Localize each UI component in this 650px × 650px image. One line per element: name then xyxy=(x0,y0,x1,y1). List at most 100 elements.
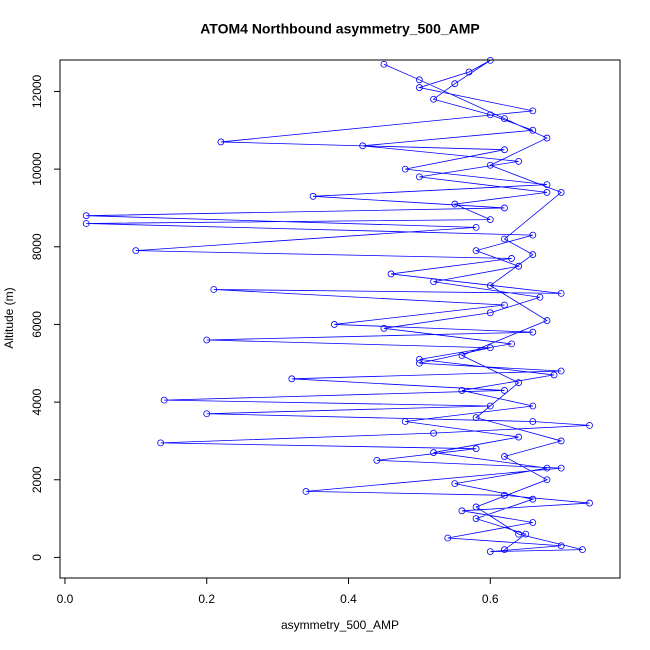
point xyxy=(529,402,537,410)
y-axis-label: Altitude (m) xyxy=(2,287,16,348)
point xyxy=(160,396,168,404)
y-tick-label: 12000 xyxy=(30,74,44,108)
point xyxy=(472,503,480,511)
point xyxy=(82,220,90,227)
point xyxy=(557,367,565,375)
point xyxy=(430,429,437,437)
point xyxy=(330,321,338,328)
point xyxy=(536,293,544,301)
point xyxy=(529,231,537,239)
point xyxy=(543,317,551,324)
point xyxy=(486,402,494,410)
point xyxy=(543,464,551,472)
x-tick-label: 0.0 xyxy=(57,592,74,606)
point xyxy=(501,146,508,154)
point xyxy=(557,437,565,445)
point xyxy=(529,126,537,134)
point xyxy=(501,301,508,309)
point xyxy=(415,359,423,367)
point xyxy=(543,476,551,484)
point xyxy=(486,56,494,64)
point xyxy=(501,115,508,123)
point xyxy=(472,223,480,231)
point xyxy=(501,546,508,554)
point xyxy=(579,546,586,554)
point xyxy=(203,410,211,418)
point xyxy=(508,340,515,348)
point xyxy=(415,355,423,363)
point xyxy=(501,491,508,499)
point xyxy=(529,418,537,425)
point xyxy=(515,433,523,441)
point xyxy=(515,530,523,538)
point xyxy=(557,464,565,472)
point xyxy=(415,173,423,181)
point xyxy=(501,453,508,460)
point xyxy=(486,111,494,119)
point xyxy=(486,161,494,169)
point xyxy=(430,449,437,456)
point xyxy=(543,189,551,196)
point xyxy=(157,439,165,447)
point xyxy=(203,336,211,344)
y-tick-label: 10000 xyxy=(30,152,44,186)
point xyxy=(501,235,508,243)
y-tick-label: 6000 xyxy=(30,311,44,338)
point xyxy=(486,216,494,223)
point xyxy=(472,515,480,522)
point xyxy=(309,192,317,200)
point xyxy=(210,286,218,293)
point xyxy=(387,270,395,278)
y-tick-label: 2000 xyxy=(30,466,44,493)
point xyxy=(458,352,466,359)
point xyxy=(380,60,388,68)
point xyxy=(486,548,494,555)
point xyxy=(472,414,480,422)
y-tick-label: 0 xyxy=(30,554,44,561)
point xyxy=(472,445,480,453)
point xyxy=(359,142,367,150)
point xyxy=(302,488,310,495)
point xyxy=(451,200,459,208)
point xyxy=(515,157,523,165)
point xyxy=(458,507,466,515)
x-tick-label: 0.2 xyxy=(198,592,215,606)
point xyxy=(515,379,523,387)
point xyxy=(543,181,551,189)
point xyxy=(486,309,494,317)
point xyxy=(451,80,459,88)
point xyxy=(543,134,551,142)
point xyxy=(132,247,140,255)
point xyxy=(486,282,494,290)
point xyxy=(444,534,452,542)
point xyxy=(217,138,225,146)
plot-box xyxy=(59,59,621,579)
point xyxy=(508,255,515,262)
point xyxy=(501,204,508,212)
point xyxy=(550,371,558,379)
point xyxy=(557,189,565,196)
point xyxy=(380,324,388,332)
y-tick-label: 8000 xyxy=(30,233,44,260)
point xyxy=(82,212,90,220)
point xyxy=(501,387,508,394)
x-tick-label: 0.4 xyxy=(340,592,357,606)
point xyxy=(586,421,593,429)
point xyxy=(472,247,480,255)
point xyxy=(529,328,537,336)
point xyxy=(451,480,459,488)
point xyxy=(458,387,466,394)
point xyxy=(415,76,423,84)
point xyxy=(557,542,565,550)
x-axis-label: asymmetry_500_AMP xyxy=(281,618,399,632)
point xyxy=(465,68,473,76)
point xyxy=(373,456,381,464)
point xyxy=(430,278,437,286)
point xyxy=(401,165,409,173)
point xyxy=(557,289,565,297)
point xyxy=(586,499,593,507)
x-tick-label: 0.6 xyxy=(482,592,499,606)
point xyxy=(415,84,423,91)
